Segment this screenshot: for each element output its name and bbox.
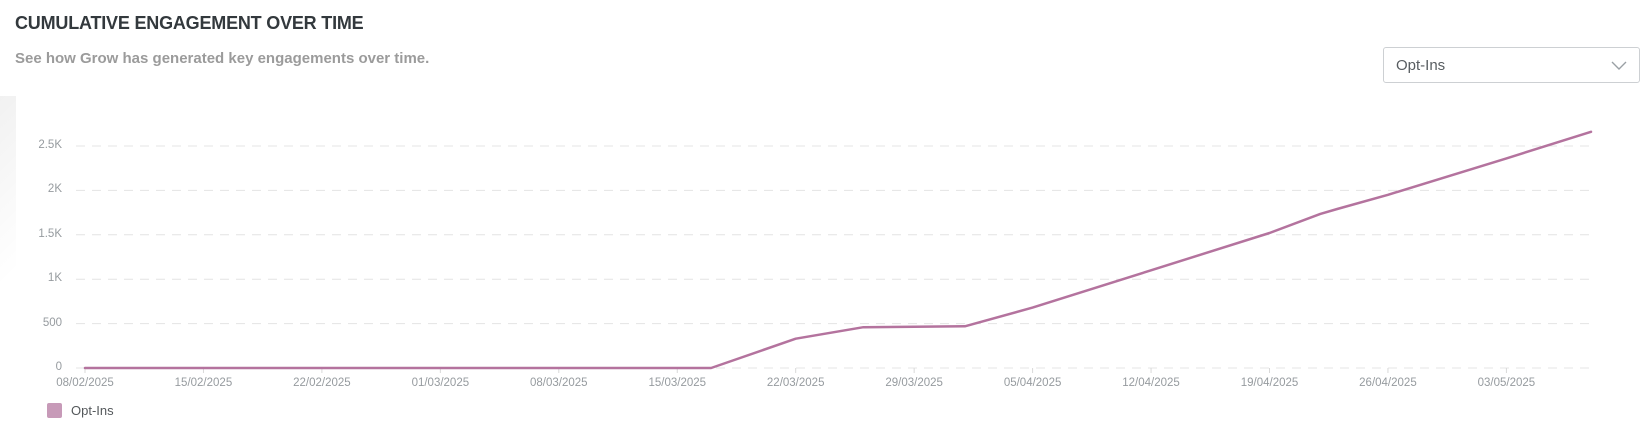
y-axis-label: 1K — [47, 272, 62, 285]
y-axis-label: 0 — [55, 361, 62, 373]
x-axis-label: 08/02/2025 — [56, 377, 114, 389]
x-axis-label: 26/04/2025 — [1359, 377, 1417, 389]
y-axis-label: 2K — [47, 183, 62, 196]
x-axis-label: 15/03/2025 — [648, 377, 707, 389]
legend-label-opt-ins: Opt-Ins — [71, 403, 114, 418]
x-axis-label: 29/03/2025 — [885, 377, 943, 389]
y-axis-label: 1.5K — [38, 227, 62, 240]
y-axis-label: 2.5K — [38, 139, 62, 151]
page-subtitle: See how Grow has generated key engagemen… — [15, 50, 430, 67]
series-line-opt-ins — [83, 130, 1593, 370]
x-axis-label: 15/02/2025 — [174, 377, 233, 389]
x-axis-label: 12/04/2025 — [1122, 377, 1180, 389]
x-axis-label: 22/03/2025 — [766, 377, 825, 389]
chevron-down-icon — [1611, 61, 1627, 70]
page-title: CUMULATIVE ENGAGEMENT OVER TIME — [15, 13, 364, 33]
x-axis-label: 19/04/2025 — [1240, 377, 1299, 389]
x-axis-label: 03/05/2025 — [1477, 377, 1536, 389]
metric-dropdown[interactable]: Opt-Ins — [1383, 47, 1640, 83]
y-axis-label: 500 — [42, 316, 62, 329]
x-axis-label: 08/03/2025 — [530, 377, 588, 389]
x-axis-label: 05/04/2025 — [1003, 377, 1062, 389]
legend: Opt-Ins — [47, 403, 114, 418]
x-axis-label: 01/03/2025 — [411, 377, 470, 389]
legend-swatch-opt-ins — [47, 403, 62, 418]
x-axis-label: 22/02/2025 — [293, 377, 351, 389]
metric-dropdown-value: Opt-Ins — [1396, 56, 1446, 74]
